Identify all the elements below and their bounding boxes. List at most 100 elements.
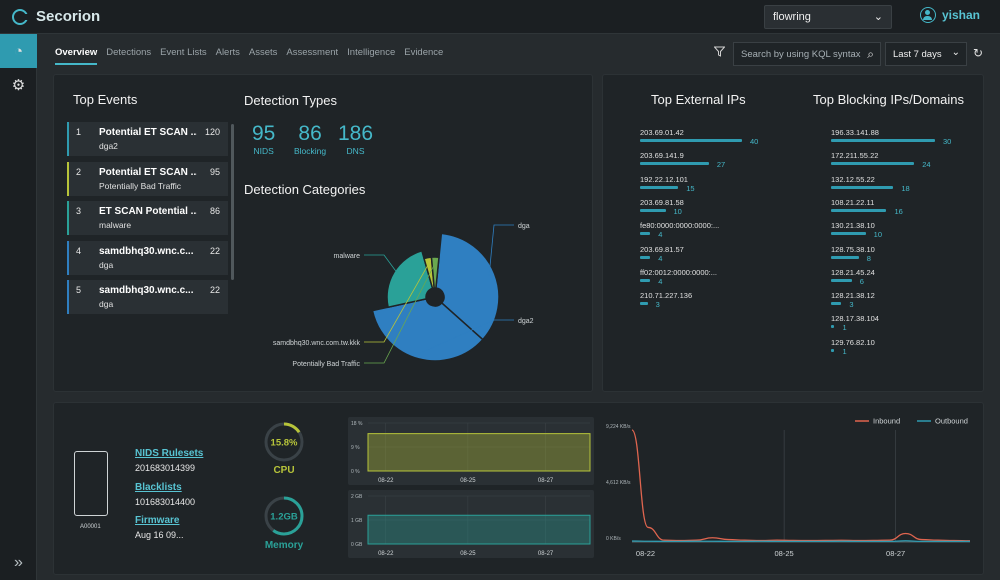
ip-bar (640, 139, 742, 142)
tab-intelligence[interactable]: Intelligence (347, 47, 396, 58)
detection-categories-pie[interactable]: dga dga2 malware samdbhq30.wnc.com.tw.kkk Po… (240, 200, 580, 380)
ip-address[interactable]: 132.12.55.22 (831, 174, 875, 184)
top-external-ips-title: Top External IPs (651, 92, 746, 107)
tab-assessment[interactable]: Assessment (286, 47, 339, 58)
event-name: samdbhq30.wnc.c... (99, 245, 194, 257)
event-count: 95 (209, 166, 220, 177)
blacklists-value: 101683014400 (135, 497, 196, 507)
nids-rulesets-value: 201683014399 (135, 463, 196, 473)
ip-address[interactable]: 210.71.227.136 (640, 291, 693, 301)
ip-address[interactable]: 196.33.141.88 (831, 128, 879, 137)
workspace-select[interactable]: flowring ⌄ (764, 5, 892, 29)
pie-slice[interactable] (386, 249, 434, 309)
cpu-area-chart[interactable]: 18 % 9 % 0 % 08-22 08-25 08-27 (348, 417, 594, 485)
pie-slice[interactable] (435, 232, 500, 341)
settings-nav-button[interactable]: ⚙ (0, 68, 37, 102)
event-item[interactable]: 5 samdbhq30.wnc.c... 22 dga (67, 280, 228, 314)
dashboard-nav-button[interactable]: ◔ (0, 34, 37, 68)
memory-area-chart[interactable]: 2 GB 1 GB 0 GB 08-22 08-25 08-27 (348, 490, 594, 558)
ip-bar (831, 278, 852, 282)
ip-address[interactable]: 128.17.38.104 (831, 314, 879, 324)
ip-count: 10 (873, 230, 882, 240)
ip-address[interactable]: 129.76.82.10 (831, 337, 875, 347)
x-tick-label: 08-25 (460, 478, 476, 484)
area-series[interactable] (367, 433, 591, 472)
stat-nids[interactable]: 95 NIDS (252, 122, 275, 156)
x-tick-label: 08-27 (538, 478, 554, 484)
ip-address[interactable]: 192.22.12.101 (640, 174, 688, 184)
event-rank: 5 (76, 285, 82, 295)
line-series[interactable] (631, 429, 971, 542)
tab-event-lists[interactable]: Event Lists (160, 47, 207, 58)
tab-alerts[interactable]: Alerts (215, 47, 240, 58)
stat-dns[interactable]: 186 DNS (338, 122, 373, 156)
ip-address[interactable]: 203.69.01.42 (640, 128, 684, 137)
tab-evidence[interactable]: Evidence (404, 47, 444, 58)
ip-address[interactable]: 128.75.38.10 (831, 244, 875, 254)
y-tick-label: 0 % (351, 469, 360, 475)
search-icon[interactable]: ⌕ (867, 47, 874, 61)
event-name: Potential ET SCAN ... (99, 127, 197, 138)
detection-types-title: Detection Types (244, 93, 337, 108)
y-tick-label: 4,612 KB/s (606, 480, 631, 486)
event-item[interactable]: 1 Potential ET SCAN ... 120 dga2 (67, 122, 228, 156)
area-series[interactable] (367, 514, 591, 545)
ip-bar (640, 302, 648, 306)
ip-count: 3 (849, 300, 854, 310)
ip-address[interactable]: 128.21.38.12 (831, 291, 875, 301)
ip-count: 16 (894, 206, 903, 216)
device-icon (74, 451, 108, 516)
brand[interactable]: Secorion (12, 8, 100, 25)
device-label: A00001 (80, 524, 101, 530)
pie-label-line (364, 262, 436, 364)
tab-detections[interactable]: Detections (106, 47, 152, 58)
network-line-chart[interactable]: 9,224 KB/s 4,612 KB/s 0 KB/s 08-22 08-25 08-2… (600, 410, 980, 560)
event-count: 22 (209, 285, 220, 295)
pie-label: dga2 (518, 318, 534, 325)
pie-slice[interactable] (430, 256, 440, 289)
ip-address[interactable]: 130.21.38.10 (831, 221, 875, 231)
ip-address[interactable]: 172.211.55.22 (831, 151, 879, 161)
chevron-down-icon: ⌄ (951, 47, 960, 58)
tab-assets[interactable]: Assets (248, 47, 278, 58)
ip-count: 6 (859, 276, 864, 286)
event-item[interactable]: 2 Potential ET SCAN ... 95 Potentially Bad … (67, 161, 228, 196)
event-name: Potential ET SCAN ... (99, 166, 197, 178)
ip-address[interactable]: 203.69.81.58 (640, 197, 684, 207)
gauge-fill (264, 496, 304, 536)
ip-count: 24 (922, 160, 931, 170)
user-menu[interactable]: yishan (920, 7, 980, 23)
pie-label: samdbhq30.wnc.com.tw.kkk (273, 340, 361, 347)
event-rank: 3 (76, 206, 82, 216)
ip-address[interactable]: 128.21.45.24 (831, 267, 875, 277)
ip-address[interactable]: 108.21.22.11 (831, 197, 875, 207)
blacklists-link[interactable]: Blacklists (135, 482, 182, 493)
pie-label-line (420, 319, 514, 354)
ip-address[interactable]: 203.69.141.9 (640, 151, 684, 161)
gauge-fill (264, 422, 304, 462)
nids-rulesets-link[interactable]: NIDS Rulesets (135, 448, 204, 459)
legend-label[interactable]: Outbound (935, 417, 968, 426)
filter-icon[interactable] (713, 46, 728, 60)
legend-label[interactable]: Inbound (873, 417, 900, 426)
ip-address[interactable]: fe80:0000:0000:0000:... (640, 221, 720, 231)
expand-sidebar-button[interactable]: » (0, 554, 37, 572)
event-item[interactable]: 3 ET SCAN Potential ... 86 malware (67, 201, 228, 235)
tab-overview[interactable]: Overview (55, 47, 98, 65)
time-range-select[interactable]: Last 7 days ⌄ (885, 42, 967, 66)
refresh-icon[interactable]: ↻ (973, 46, 984, 60)
ip-bar (640, 255, 651, 259)
stat-blocking[interactable]: 86 Blocking (294, 122, 326, 156)
event-category: dga (99, 259, 114, 270)
ip-address[interactable]: 203.69.81.57 (640, 244, 684, 254)
pie-label: Potentially Bad Traffic (292, 361, 360, 368)
y-tick-label: 9,224 KB/s (606, 424, 631, 430)
event-item[interactable]: 4 samdbhq30.wnc.c... 22 dga (67, 240, 228, 275)
time-range-value: Last 7 days (893, 49, 942, 60)
line-series[interactable] (631, 540, 970, 543)
ip-count: 1 (842, 346, 847, 356)
firmware-link[interactable]: Firmware (135, 515, 180, 526)
ip-address[interactable]: ff02:0012:0000:0000:... (640, 267, 718, 277)
search-input[interactable]: Search by using KQL syntax ⌕ (733, 42, 881, 66)
events-scrollbar[interactable] (231, 124, 234, 280)
